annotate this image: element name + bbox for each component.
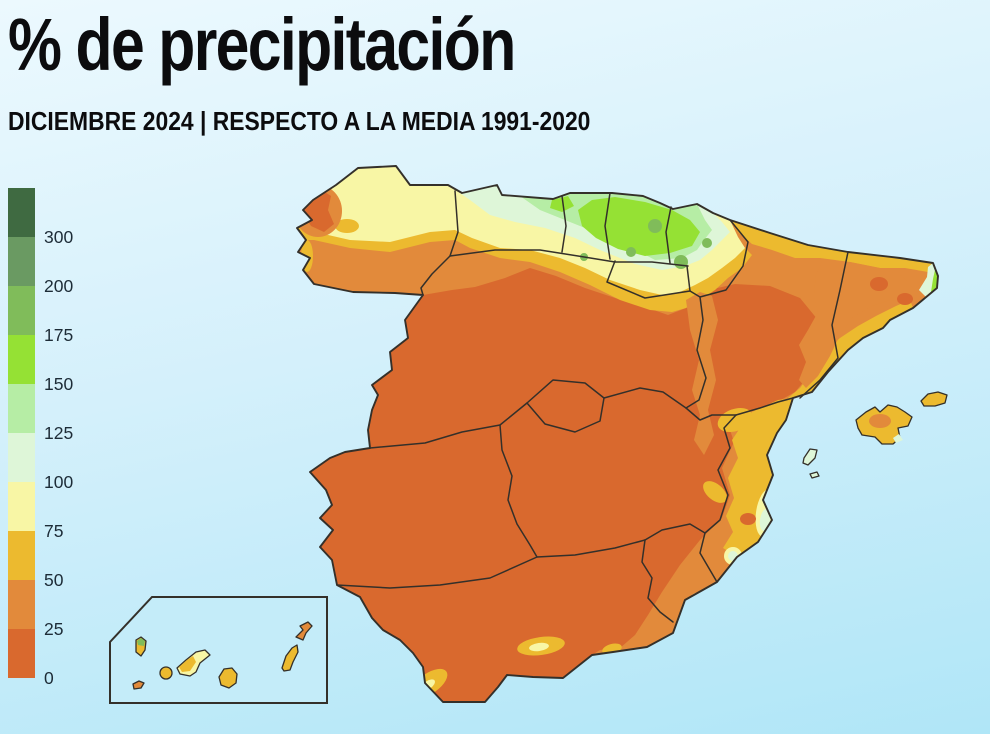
region-border: [665, 206, 672, 264]
contour-yellow-malaga: [529, 642, 549, 652]
region-border: [799, 251, 849, 399]
legend-bar: [8, 188, 35, 678]
contour-green-dot: [674, 255, 688, 269]
island-la-gomera: [159, 666, 173, 680]
contour-gold-galicia: [335, 219, 359, 233]
legend-band-150: [8, 335, 35, 384]
contour-orange-corridor: [686, 292, 718, 455]
contour-gold-pyrenees: [730, 220, 933, 272]
contour-orange-catalonia: [799, 262, 915, 388]
region-border: [604, 192, 611, 260]
legend-label-100: 100: [44, 472, 74, 492]
region-border: [685, 296, 707, 409]
island-mallorca-mint: [893, 434, 903, 443]
contour-green-dot: [702, 238, 712, 248]
contour-lime-small: [550, 196, 574, 212]
page-subtitle: DICIEMBRE 2024 | RESPECTO A LA MEDIA 199…: [8, 106, 591, 136]
legend-label-200: 200: [44, 276, 74, 296]
legend-band-125: [8, 384, 35, 433]
region-border: [449, 249, 689, 267]
island-tenerife-gold: [179, 656, 196, 672]
region-border: [369, 379, 687, 449]
legend-band-0: [8, 629, 35, 678]
legend-band-300: [8, 188, 35, 237]
legend-label-175: 175: [44, 325, 74, 345]
legend-label-75: 75: [44, 521, 64, 541]
contour-lime-murcia: [696, 598, 704, 606]
region-border: [641, 539, 674, 623]
legend-label-25: 25: [44, 619, 64, 639]
island-gran-canaria: [218, 667, 238, 689]
legend-label-150: 150: [44, 374, 74, 394]
legend-band-50: [8, 531, 35, 580]
region-border: [526, 397, 605, 433]
contour-green-dot: [648, 219, 662, 233]
legend-label-300: 300: [44, 227, 74, 247]
legend-label-125: 125: [44, 423, 74, 443]
region-border: [685, 407, 737, 421]
island-menorca: [920, 391, 948, 407]
island-formentera: [809, 471, 820, 479]
island-lanzarote: [295, 621, 313, 641]
island-mallorca-core: [869, 414, 891, 428]
legend-band-75: [8, 482, 35, 531]
legend-color-scale: 300 200 175 150 125 100 75 50 25 0: [8, 188, 128, 688]
legend-band-175: [8, 286, 35, 335]
island-ibiza: [802, 448, 818, 466]
peninsula-contours: [297, 166, 938, 702]
contour-mint-murcia: [694, 594, 708, 608]
legend-label-0: 0: [44, 668, 54, 688]
region-border: [704, 414, 737, 534]
balearic-islands: [802, 391, 948, 479]
region-border: [499, 424, 538, 558]
legend-band-200: [8, 237, 35, 286]
contour-dark-dot-catalonia: [870, 277, 888, 291]
contour-dark-dot-catalonia: [897, 293, 913, 305]
legend-label-50: 50: [44, 570, 64, 590]
island-el-hierro: [132, 680, 145, 690]
contour-dark-mass: [310, 268, 822, 702]
region-border: [644, 523, 718, 583]
region-border: [606, 260, 691, 299]
contour-dark-dot-valencia: [740, 513, 756, 525]
contour-mint-alicante: [728, 551, 738, 561]
island-fuerteventura: [281, 644, 299, 672]
region-border: [735, 397, 794, 416]
contour-gold-clm: [703, 481, 727, 503]
page-title: % de precipitación: [8, 3, 516, 86]
legend-band-25: [8, 580, 35, 629]
region-border: [561, 195, 567, 253]
region-border: [689, 219, 749, 298]
legend-band-100: [8, 433, 35, 482]
canary-islands-inset: [109, 596, 328, 704]
island-la-palma-green: [137, 638, 145, 646]
region-borders: [336, 190, 849, 623]
region-border: [336, 539, 646, 589]
contour-green-dot: [626, 247, 636, 257]
region-border: [420, 190, 459, 296]
